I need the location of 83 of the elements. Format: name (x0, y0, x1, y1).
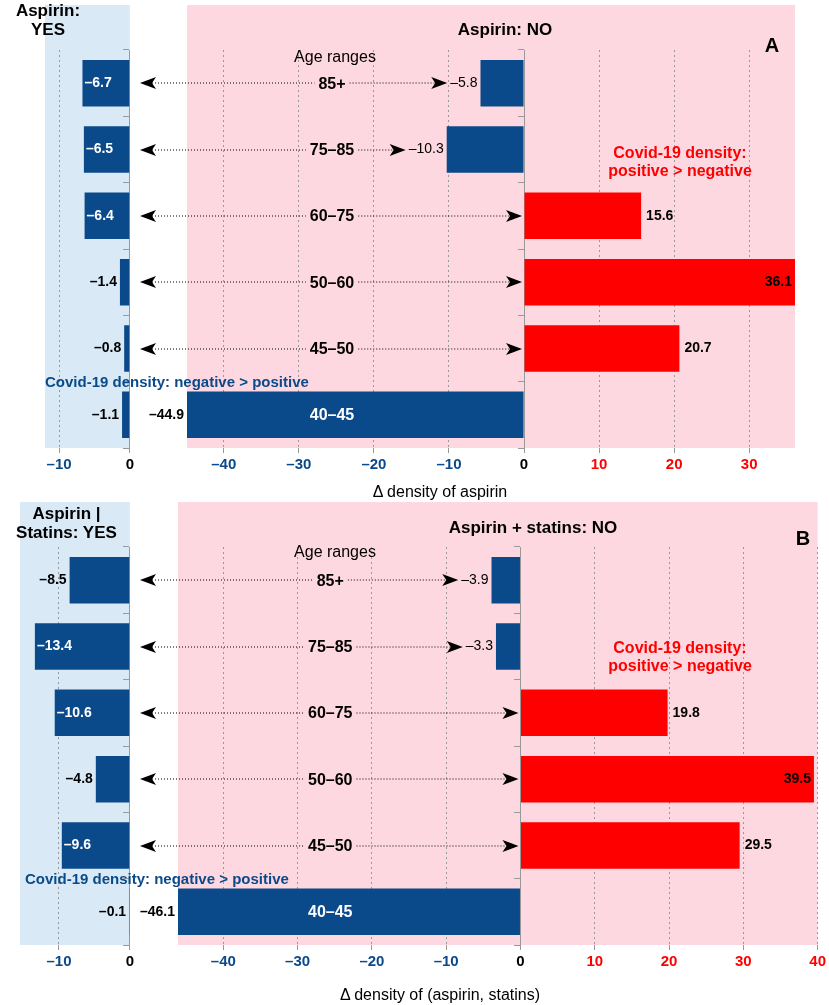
data-label: –46.1 (139, 902, 176, 919)
x-tick-label: 0 (125, 455, 134, 473)
data-label: 36.1 (764, 273, 793, 290)
x-tick-label: 20 (660, 952, 678, 970)
data-label: –6.5 (85, 140, 114, 157)
y-tick-label: 40–45 (309, 406, 355, 424)
x-tick-label: –20 (359, 952, 385, 970)
x-tick-label: 0 (519, 455, 529, 473)
chart-title: Aspirin: NO (457, 19, 553, 40)
data-label: –1.1 (91, 405, 120, 422)
x-tick-label: 30 (735, 952, 752, 970)
x-tick-label: –10 (46, 952, 72, 970)
data-label: –9.6 (63, 836, 92, 853)
data-label: –3.9 (461, 571, 489, 588)
y-tick-label: 85+ (316, 571, 344, 589)
x-tick-label: 30 (740, 455, 758, 473)
chart-title: Aspirin | Statins: YES (15, 504, 118, 543)
data-label: –5.8 (450, 74, 478, 91)
y-tick-label: 50–60 (307, 770, 353, 788)
chart-title: Aspirin: YES (14, 1, 82, 40)
bar (178, 888, 520, 936)
annotation: A (764, 34, 780, 56)
x-tick-label: –20 (361, 455, 387, 473)
x-tick-label: 0 (516, 952, 525, 970)
annotation: Age ranges (294, 543, 376, 561)
data-label: 15.6 (646, 206, 674, 223)
bar (520, 822, 740, 869)
y-tick-label: 45–50 (307, 836, 353, 854)
annotation: Covid-19 density: positive > negative (607, 144, 753, 180)
x-tick-label: –40 (210, 952, 236, 970)
data-label: –13.4 (36, 637, 73, 654)
data-label: –0.1 (98, 902, 127, 919)
y-tick-label: 75–85 (307, 637, 353, 655)
bar (520, 755, 814, 803)
y-tick-label: 60–75 (309, 207, 355, 225)
data-label: –3.3 (465, 637, 494, 654)
annotation: Covid-19 density: negative > positive (25, 870, 289, 888)
x-tick-label: –10 (436, 455, 462, 473)
bar (495, 623, 520, 670)
data-label: 20.7 (684, 339, 712, 356)
bar (446, 126, 524, 173)
bar (187, 391, 524, 439)
x-tick-label: 0 (125, 952, 134, 970)
y-tick-label: 75–85 (309, 140, 355, 158)
x-tick-label: 20 (665, 455, 683, 473)
bar (524, 325, 680, 372)
annotation: Covid-19 density: negative > positive (45, 373, 309, 391)
data-label: 29.5 (744, 836, 773, 853)
data-label: 19.8 (672, 703, 701, 720)
data-label: –10.3 (408, 140, 444, 157)
data-label: –4.8 (65, 770, 94, 787)
y-tick-label: 60–75 (307, 704, 353, 722)
x-tick-label: –40 (211, 455, 237, 473)
x-tick-label: –10 (433, 952, 459, 970)
annotation: Covid-19 density: positive > negative (607, 639, 753, 675)
bar (520, 689, 668, 737)
data-label: –6.4 (86, 206, 115, 223)
y-tick-label: 45–50 (309, 339, 355, 357)
data-label: –8.5 (39, 571, 67, 588)
chart-title: Aspirin + statins: NO (448, 517, 618, 538)
bar (491, 556, 520, 604)
y-tick-label: 40–45 (307, 903, 353, 921)
data-label: –1.4 (89, 273, 118, 290)
x-tick-label: 10 (586, 952, 604, 970)
x-tick-label: –30 (286, 455, 312, 473)
data-label: –0.8 (93, 339, 122, 356)
y-tick-label: 85+ (318, 74, 346, 92)
x-axis-title: Δ density of (aspirin, statins) (339, 986, 541, 1004)
x-tick-label: 10 (590, 455, 608, 473)
x-tick-label: 40 (809, 952, 826, 970)
annotation: B (795, 527, 811, 549)
bar (480, 59, 524, 107)
data-label: –6.7 (84, 74, 112, 91)
bar (524, 192, 642, 240)
data-label: –44.9 (148, 405, 185, 422)
x-tick-label: –30 (285, 952, 311, 970)
bar (524, 258, 795, 306)
x-tick-label: –10 (46, 455, 72, 473)
data-label: 39.5 (783, 770, 812, 787)
x-axis-title: Δ density of aspirin (372, 483, 508, 501)
data-label: –10.6 (56, 703, 92, 720)
y-tick-label: 50–60 (309, 273, 355, 291)
annotation: Age ranges (294, 48, 376, 66)
